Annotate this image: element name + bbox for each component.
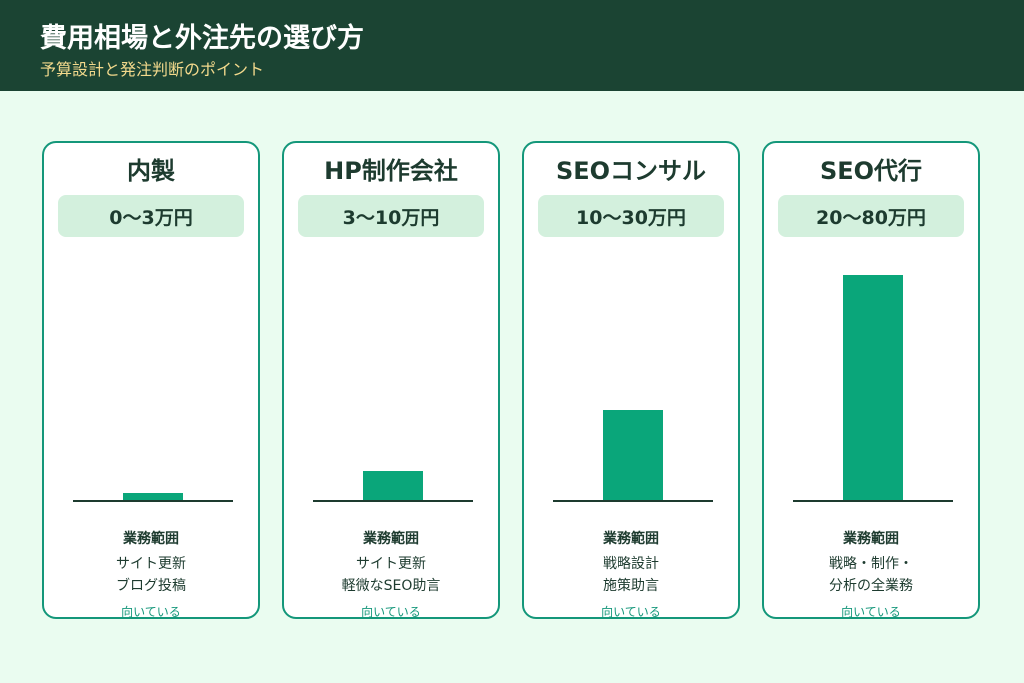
- scope-item: 戦略設計: [603, 556, 659, 572]
- header-banner: 費用相場と外注先の選び方 予算設計と発注判断のポイント: [0, 0, 1024, 91]
- page-subtitle: 予算設計と発注判断のポイント: [40, 60, 265, 79]
- card-seo-consulting: SEOコンサル 10〜30万円 業務範囲 戦略設計 施策助言 向いている: [522, 141, 740, 619]
- price-badge: 0〜3万円: [58, 195, 244, 237]
- scope-label: 業務範囲: [363, 531, 419, 547]
- chart-baseline: [793, 500, 953, 502]
- card-title: SEO代行: [819, 157, 923, 185]
- card-title: 内製: [127, 157, 175, 185]
- card-in-house: 内製 0〜3万円 業務範囲 サイト更新 ブログ投稿 向いている: [42, 141, 260, 619]
- price-badge: 3〜10万円: [298, 195, 484, 237]
- chart-baseline: [73, 500, 233, 502]
- scope-item: サイト更新: [356, 556, 426, 572]
- chart-baseline: [313, 500, 473, 502]
- card-title: SEOコンサル: [555, 157, 707, 185]
- scope-item: 分析の全業務: [829, 578, 913, 594]
- price-badge: 20〜80万円: [778, 195, 964, 237]
- cost-bar: [603, 410, 663, 500]
- cost-bar: [363, 471, 423, 500]
- scope-label: 業務範囲: [843, 531, 899, 547]
- card-title: HP制作会社: [324, 157, 458, 185]
- cost-bar: [123, 493, 183, 500]
- scope-label: 業務範囲: [603, 531, 659, 547]
- scope-label: 業務範囲: [123, 531, 179, 547]
- fit-label: 向いている: [361, 605, 421, 619]
- fit-label: 向いている: [601, 605, 661, 619]
- scope-item: 施策助言: [603, 578, 659, 594]
- fit-label: 向いている: [841, 605, 901, 619]
- chart-baseline: [553, 500, 713, 502]
- fit-label: 向いている: [121, 605, 181, 619]
- scope-item: ブログ投稿: [116, 578, 186, 594]
- cost-bar: [843, 275, 903, 500]
- scope-item: 戦略・制作・: [829, 556, 913, 572]
- card-seo-agency: SEO代行 20〜80万円 業務範囲 戦略・制作・ 分析の全業務 向いている: [762, 141, 980, 619]
- price-badge: 10〜30万円: [538, 195, 724, 237]
- page-title: 費用相場と外注先の選び方: [40, 23, 364, 54]
- scope-item: 軽微なSEO助言: [341, 578, 441, 594]
- card-web-agency: HP制作会社 3〜10万円 業務範囲 サイト更新 軽微なSEO助言 向いている: [282, 141, 500, 619]
- scope-item: サイト更新: [116, 556, 186, 572]
